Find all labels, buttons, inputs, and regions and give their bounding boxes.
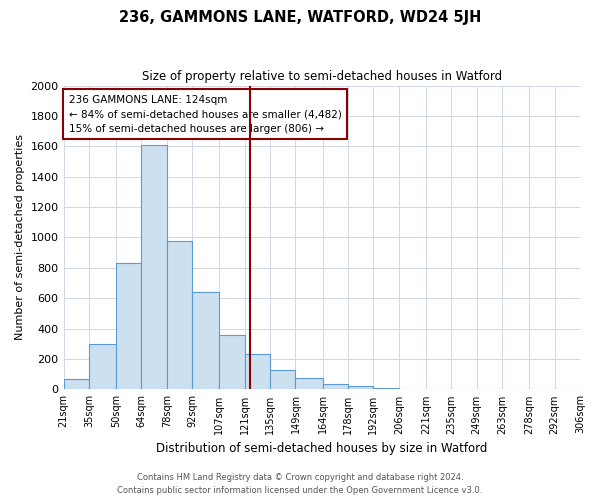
- Title: Size of property relative to semi-detached houses in Watford: Size of property relative to semi-detach…: [142, 70, 502, 83]
- Bar: [373, 388, 399, 390]
- Bar: [220, 334, 245, 390]
- Text: 236, GAMMONS LANE, WATFORD, WD24 5JH: 236, GAMMONS LANE, WATFORD, WD24 5JH: [119, 10, 481, 25]
- Bar: [142, 145, 167, 390]
- Bar: [245, 354, 270, 390]
- Bar: [89, 344, 116, 390]
- Bar: [348, 386, 373, 390]
- Text: Contains HM Land Registry data © Crown copyright and database right 2024.
Contai: Contains HM Land Registry data © Crown c…: [118, 474, 482, 495]
- Bar: [295, 378, 323, 390]
- Bar: [323, 384, 348, 390]
- Bar: [192, 292, 220, 390]
- Bar: [64, 379, 89, 390]
- Bar: [116, 264, 142, 390]
- Bar: [167, 242, 192, 390]
- Y-axis label: Number of semi-detached properties: Number of semi-detached properties: [15, 134, 25, 340]
- X-axis label: Distribution of semi-detached houses by size in Watford: Distribution of semi-detached houses by …: [156, 442, 487, 455]
- Bar: [399, 388, 426, 390]
- Text: 236 GAMMONS LANE: 124sqm
← 84% of semi-detached houses are smaller (4,482)
15% o: 236 GAMMONS LANE: 124sqm ← 84% of semi-d…: [69, 94, 341, 134]
- Bar: [270, 370, 295, 390]
